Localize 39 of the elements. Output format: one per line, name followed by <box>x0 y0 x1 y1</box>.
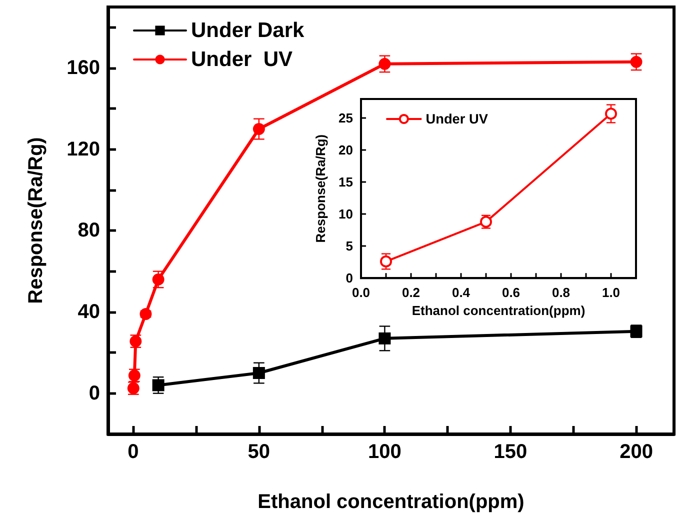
y-axis-title: Response(Ra/Rg) <box>25 137 47 304</box>
x-tick-label: 100 <box>368 441 402 463</box>
point <box>380 255 392 268</box>
point <box>140 308 152 320</box>
y-tick-label: 10 <box>338 206 353 222</box>
y-tick-label: 20 <box>338 142 353 158</box>
legend-label: Under Dark <box>191 19 305 42</box>
point <box>605 108 617 120</box>
y-tick-label: 160 <box>66 57 100 79</box>
point <box>378 332 391 344</box>
x-tick-label: 0.8 <box>552 285 570 300</box>
x-tick-label: 0.2 <box>402 285 420 300</box>
y-tick-label: 80 <box>78 220 100 242</box>
point <box>152 273 164 286</box>
y-tick-label: 5 <box>346 238 353 254</box>
x-tick-label: 0.6 <box>502 285 520 300</box>
x-axis-title: Ethanol concentration(ppm) <box>412 303 586 318</box>
point <box>252 123 265 135</box>
point <box>630 56 642 68</box>
x-tick-label: 0.0 <box>352 285 370 300</box>
y-tick-label: 120 <box>66 138 100 160</box>
point <box>378 58 391 70</box>
y-tick-label: 25 <box>338 110 353 126</box>
x-tick-label: 150 <box>494 441 528 463</box>
y-tick-label: 40 <box>78 301 100 323</box>
y-tick-label: 0 <box>88 382 100 404</box>
x-axis-title: Ethanol concentration(ppm) <box>258 491 524 513</box>
y-axis-title: Response(Ra/Rg) <box>313 134 328 243</box>
legend-label: Under UV <box>426 112 488 126</box>
x-tick-label: 50 <box>248 441 270 463</box>
x-tick-label: 1.0 <box>602 285 620 300</box>
point <box>252 367 265 379</box>
y-tick-label: 0 <box>346 270 353 286</box>
x-tick-label: 200 <box>620 441 653 463</box>
x-tick-label: 0 <box>128 441 139 463</box>
y-tick-label: 15 <box>338 174 353 190</box>
legend-label: Under UV <box>191 48 293 71</box>
point <box>152 379 164 392</box>
x-tick-label: 0.4 <box>452 285 471 300</box>
